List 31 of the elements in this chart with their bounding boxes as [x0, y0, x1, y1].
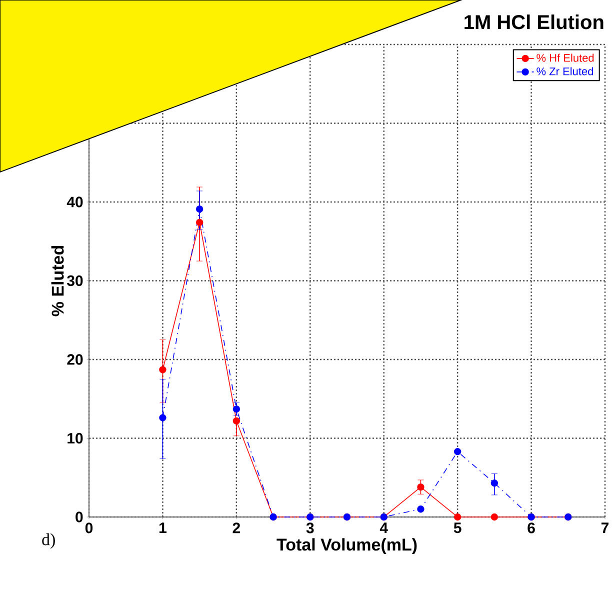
x-tick-label: 1: [159, 522, 166, 533]
point: [159, 414, 166, 422]
point: [454, 448, 462, 456]
legend-label: % Hf Eluted: [536, 54, 594, 62]
legend-label: % Zr Eluted: [536, 67, 594, 76]
x-axis-title: Total Volume(mL): [276, 538, 417, 554]
chart-title: 1M HCl Elution: [464, 14, 604, 30]
y-tick-label: 10: [68, 432, 83, 444]
y-tick-label: 30: [67, 275, 83, 286]
point: [196, 205, 204, 213]
x-tick-label: 5: [454, 522, 462, 534]
y-tick-label: 0: [76, 512, 83, 522]
point: [232, 406, 240, 413]
point: [490, 480, 498, 487]
point: [232, 417, 240, 425]
point: [417, 483, 424, 491]
x-tick-label: 3: [306, 522, 314, 534]
point: [454, 513, 462, 521]
y-axis-title: % Eluted: [51, 246, 64, 316]
x-tick-label: 6: [528, 522, 535, 534]
text: d): [42, 533, 55, 549]
x-tick-label: 2: [232, 522, 240, 534]
point: [490, 513, 498, 521]
x-tick-label: 4: [380, 522, 388, 533]
x-tick-label: 0: [85, 522, 93, 534]
point: [417, 506, 424, 513]
point: [196, 218, 204, 226]
x-tick-label: 7: [601, 522, 609, 533]
point: [159, 366, 166, 374]
y-tick-label: 40: [66, 196, 83, 208]
y-tick-label: 20: [67, 354, 83, 365]
